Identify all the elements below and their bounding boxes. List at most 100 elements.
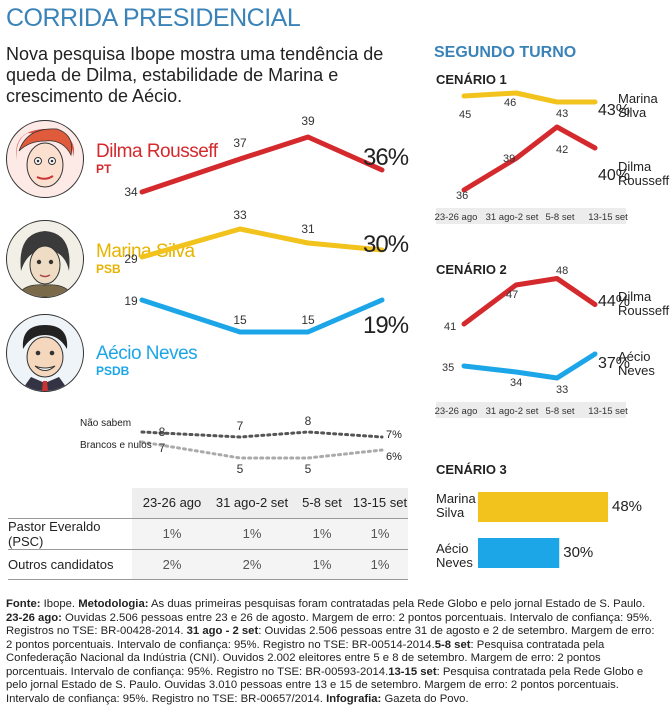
- last-value-label: 37%: [598, 355, 630, 372]
- data-label: 29: [124, 252, 138, 266]
- c3-b-name-2: Neves: [436, 555, 473, 570]
- axis-tick-label: 31 ago-2 set: [486, 212, 539, 223]
- last-value-label: 6%: [386, 451, 402, 463]
- data-label: 33: [233, 208, 247, 222]
- last-value-label: 43%: [598, 102, 630, 119]
- footer-info: Gazeta do Povo.: [381, 692, 469, 705]
- axis-tick-label: 31 ago-2 set: [486, 406, 539, 417]
- data-label: 43: [556, 108, 568, 120]
- dilma-name: Dilma Rousseff: [96, 141, 218, 162]
- table-cell: 2%: [212, 549, 292, 579]
- c3-a-name-1: Marina: [436, 491, 476, 506]
- c3-b-name: Aécio Neves: [436, 542, 473, 570]
- c2-a-name: Dilma Rousseff: [618, 290, 669, 318]
- c2-b-name: Aécio Neves: [618, 350, 655, 378]
- data-label: 33: [556, 384, 568, 396]
- c3-a-name: Marina Silva: [436, 492, 476, 520]
- series-line-3: [140, 430, 384, 439]
- data-label: 39: [301, 114, 315, 128]
- c2-aecio-line: [461, 351, 598, 381]
- c1-a-name: Marina Silva: [618, 92, 658, 120]
- footer-p3-label: 5-8 set: [434, 638, 471, 651]
- last-value-label: 30%: [363, 231, 409, 258]
- c1-axis: [436, 208, 626, 224]
- last-value-label: 7%: [386, 429, 402, 441]
- aecio-caricature-icon: [6, 314, 84, 392]
- axis-tick-label: 5-8 set: [545, 406, 574, 417]
- c1-dilma-line: [461, 124, 598, 193]
- axis-tick-label: 13-15 set: [588, 212, 628, 223]
- data-label: 31: [301, 222, 315, 236]
- c1-a-name-2: Silva: [618, 105, 647, 120]
- table-cell: 1%: [292, 518, 352, 549]
- table-cell: 1%: [352, 518, 408, 549]
- axis-tick-label: 23-26 ago: [435, 212, 478, 223]
- data-label: 47: [506, 289, 518, 301]
- c3-a-name-2: Silva: [436, 505, 465, 520]
- footer-fonte-label: Fonte:: [6, 598, 41, 610]
- data-label: 36: [456, 190, 468, 202]
- second-round-charts: 45 46 43 36 39 42 43% 40% 23-26 ago 31 ago-2 set 5…: [435, 90, 642, 568]
- data-label: 37: [233, 136, 247, 150]
- data-label: 39: [503, 153, 515, 165]
- last-value-label: 40%: [598, 167, 630, 184]
- data-label: 34: [124, 185, 138, 199]
- marina-party: PSB: [96, 262, 121, 276]
- c2-a-name-1: Dilma: [618, 289, 652, 304]
- data-label: 19: [124, 294, 138, 308]
- nao-sabem-label: Não sabem: [80, 418, 132, 429]
- last-value-label: 48%: [612, 498, 642, 515]
- series-line-4: [140, 440, 384, 460]
- footer-p1: Ouvidas 2.506 pessoas entre 23 e 26 de a…: [6, 611, 653, 638]
- cenario2-title: CENÁRIO 2: [436, 262, 507, 277]
- table-cell: 1%: [352, 549, 408, 579]
- table-header: 23-26 ago: [132, 488, 212, 518]
- c3-b-name-1: Aécio: [436, 541, 469, 556]
- data-label: 46: [504, 97, 516, 109]
- table-header: 13-15 set: [352, 488, 408, 518]
- axis-tick-label: 23-26 ago: [435, 406, 478, 417]
- axis-tick-label: 13-15 set: [588, 406, 628, 417]
- last-value-label: 36%: [363, 144, 409, 171]
- last-value-label: 44%: [598, 293, 630, 310]
- data-label: 7: [237, 419, 244, 433]
- cenario1-title: CENÁRIO 1: [436, 72, 507, 87]
- table-cell: 1%: [212, 518, 292, 549]
- footer-p4: : Pesquisa contratada pela Rede Globo e …: [6, 665, 644, 705]
- axis-tick-label: 5-8 set: [545, 212, 574, 223]
- data-label: 8: [159, 425, 166, 439]
- footer-met: As duas primeiras pesquisas foram contra…: [148, 598, 646, 610]
- page-title: CORRIDA PRESIDENCIAL: [6, 4, 301, 32]
- footer-p1-label: 23-26 ago:: [6, 611, 62, 624]
- footer-notes: Fonte: Ibope. Metodologia: As duas prime…: [6, 598, 662, 706]
- data-label: 15: [301, 313, 315, 327]
- brancos-label: Brancos e nulos: [80, 440, 152, 451]
- c3-bar: [478, 492, 608, 522]
- series-line-2: [139, 297, 385, 335]
- data-label: 45: [459, 109, 471, 121]
- dilma-party: PT: [96, 162, 112, 176]
- c2-axis: [436, 402, 626, 418]
- table-cell: 2%: [132, 549, 212, 579]
- table-row-label: Pastor Everaldo (PSC): [8, 518, 101, 549]
- cenario3-title: CENÁRIO 3: [436, 462, 507, 477]
- footer-p2: : Ouvidas 2.506 pessoas entre 31 de agos…: [6, 625, 655, 651]
- c2-b-name-2: Neves: [618, 363, 655, 378]
- table-row-label: Outros candidatos: [8, 556, 114, 572]
- dilma-label: Dilma Rousseff PT: [96, 141, 218, 177]
- c1-a-name-1: Marina: [618, 91, 658, 106]
- aecio-label: Aécio Neves PSDB: [96, 343, 198, 379]
- data-label: 48: [556, 265, 568, 277]
- data-label: 42: [556, 144, 568, 156]
- first-round-chart: 34 37 39 36% 29 33 31 30% 19 15 15 19% 8 7 8 7% 7 5 5 6%: [124, 114, 409, 476]
- intro-text: Nova pesquisa Ibope mostra uma tendência…: [6, 44, 384, 106]
- others-table: 23-26 ago 31 ago-2 set 5-8 set 13-15 set…: [8, 488, 408, 580]
- data-label: 5: [237, 462, 244, 476]
- aecio-name: Aécio Neves: [96, 343, 198, 364]
- c1-b-name: Dilma Rousseff: [618, 160, 669, 188]
- series-line-0: [139, 134, 385, 195]
- last-value-label: 19%: [363, 312, 409, 339]
- c1-b-name-2: Rousseff: [618, 173, 670, 188]
- footer-p3: : Pesquisa contratada pela Confederação …: [6, 638, 605, 678]
- data-label: 34: [510, 377, 522, 389]
